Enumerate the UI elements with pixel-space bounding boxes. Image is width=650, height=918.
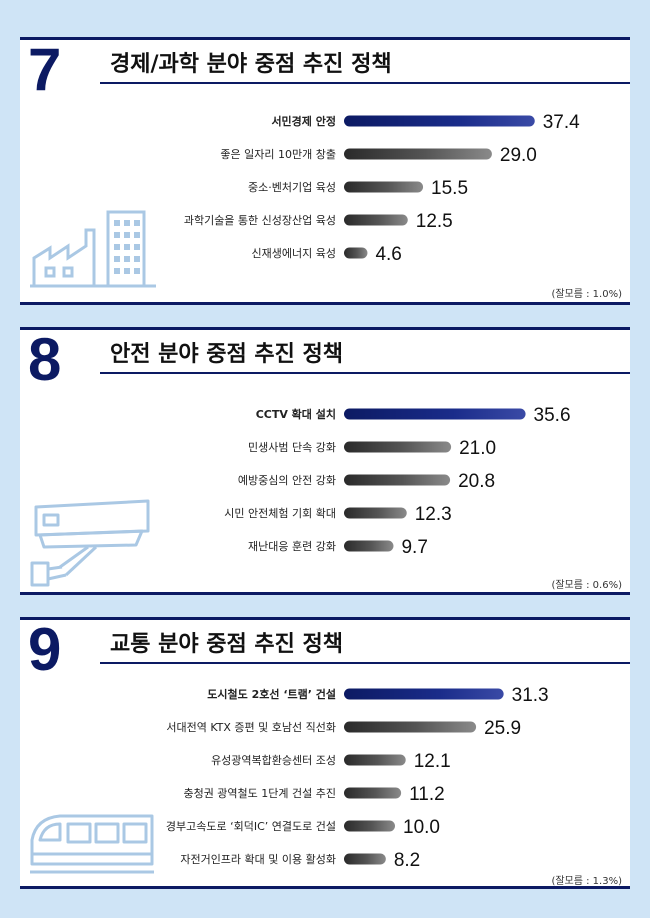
value-label: 37.4: [543, 112, 580, 133]
category-label: 경부고속도로 ‘회덕IC’ 연결도로 건설: [166, 820, 336, 833]
section-number: 8: [28, 326, 62, 393]
bar: [344, 787, 402, 799]
unknown-note: (잘모름 : 0.6%): [551, 580, 622, 591]
value-label: 9.7: [401, 537, 427, 558]
section-economy: 7 경제/과학 분야 중점 추진 정책 서민경제 안정 37.4 좋은 일자리 10…: [20, 37, 630, 305]
value-label: 4.6: [375, 244, 401, 265]
section-title-bar: 안전 분야 중점 추진 정책: [100, 330, 630, 374]
section-title-bar: 경제/과학 분야 중점 추진 정책: [100, 40, 630, 84]
section-title: 경제/과학 분야 중점 추진 정책: [110, 52, 392, 77]
bar: [344, 214, 408, 226]
value-label: 15.5: [431, 178, 468, 199]
category-label: 과학기술을 통한 신성장산업 육성: [184, 214, 336, 227]
bar: [344, 540, 394, 552]
category-label: 유성광역복합환승센터 조성: [211, 754, 336, 767]
section-title: 교통 분야 중점 추진 정책: [110, 632, 344, 657]
cctv-camera-icon: [30, 499, 150, 587]
value-label: 10.0: [403, 817, 440, 838]
value-label: 35.6: [534, 405, 571, 426]
value-label: 12.5: [416, 211, 453, 232]
category-label: 도시철도 2호선 ‘트램’ 건설: [207, 687, 336, 701]
value-label: 20.8: [458, 471, 495, 492]
section-number: 9: [28, 616, 62, 683]
category-label: 예방중심의 안전 강화: [238, 474, 336, 487]
category-label: 시민 안전체험 기회 확대: [224, 507, 336, 520]
tram-icon: [30, 814, 154, 874]
bar: [344, 754, 406, 766]
bar: [344, 181, 424, 193]
value-label: 11.2: [409, 784, 445, 805]
category-label: 좋은 일자리 10만개 창출: [220, 147, 336, 161]
bar-chart-safety: CCTV 확대 설치 35.6 민생사범 단속 강화 21.0 예방중심의 안전 강화 2…: [224, 405, 571, 558]
factory-icon: [30, 210, 156, 288]
section-safety: 8 안전 분야 중점 추진 정책 CCTV 확대 설치 35.6 민생사범 단속 강…: [20, 327, 630, 595]
value-label: 29.0: [500, 145, 537, 166]
bar: [344, 688, 504, 700]
unknown-note: (잘모름 : 1.0%): [551, 289, 622, 300]
category-label: 신재생에너지 육성: [252, 247, 336, 260]
section-title: 안전 분야 중점 추진 정책: [110, 342, 344, 367]
bar: [344, 507, 407, 519]
value-label: 31.3: [512, 685, 549, 706]
value-label: 21.0: [459, 438, 496, 459]
bar: [344, 474, 451, 486]
bar-chart-economy: 서민경제 안정 37.4 좋은 일자리 10만개 창출 29.0 중소·벤처기업 육성 1…: [184, 112, 580, 265]
value-label: 12.1: [414, 751, 451, 772]
bar: [344, 441, 452, 453]
value-label: 12.3: [415, 504, 452, 525]
category-label: 서대전역 KTX 증편 및 호남선 직선화: [166, 721, 336, 734]
bar: [344, 115, 535, 127]
category-label: 민생사범 단속 강화: [248, 441, 336, 454]
bar: [344, 721, 477, 733]
category-label: 재난대응 훈련 강화: [248, 540, 336, 553]
bar-chart-transport: 도시철도 2호선 ‘트램’ 건설 31.3 서대전역 KTX 증편 및 호남선 직선…: [166, 685, 549, 871]
bar: [344, 247, 368, 259]
category-label: 중소·벤처기업 육성: [248, 181, 336, 194]
category-label: 자전거인프라 확대 및 이용 활성화: [180, 852, 336, 866]
section-number: 7: [28, 36, 62, 103]
bar: [344, 853, 386, 865]
value-label: 8.2: [394, 850, 420, 871]
value-label: 25.9: [484, 718, 521, 739]
section-transport: 9 교통 분야 중점 추진 정책 도시철도 2호선 ‘트램’ 건설 31.3 서대전…: [20, 617, 630, 889]
section-title-bar: 교통 분야 중점 추진 정책: [100, 620, 630, 664]
category-label: 서민경제 안정: [271, 114, 336, 128]
unknown-note: (잘모름 : 1.3%): [551, 876, 622, 887]
bar: [344, 408, 526, 420]
category-label: CCTV 확대 설치: [256, 407, 336, 421]
bar: [344, 148, 492, 160]
category-label: 충청권 광역철도 1단계 건설 추진: [183, 787, 336, 800]
bar: [344, 820, 395, 832]
